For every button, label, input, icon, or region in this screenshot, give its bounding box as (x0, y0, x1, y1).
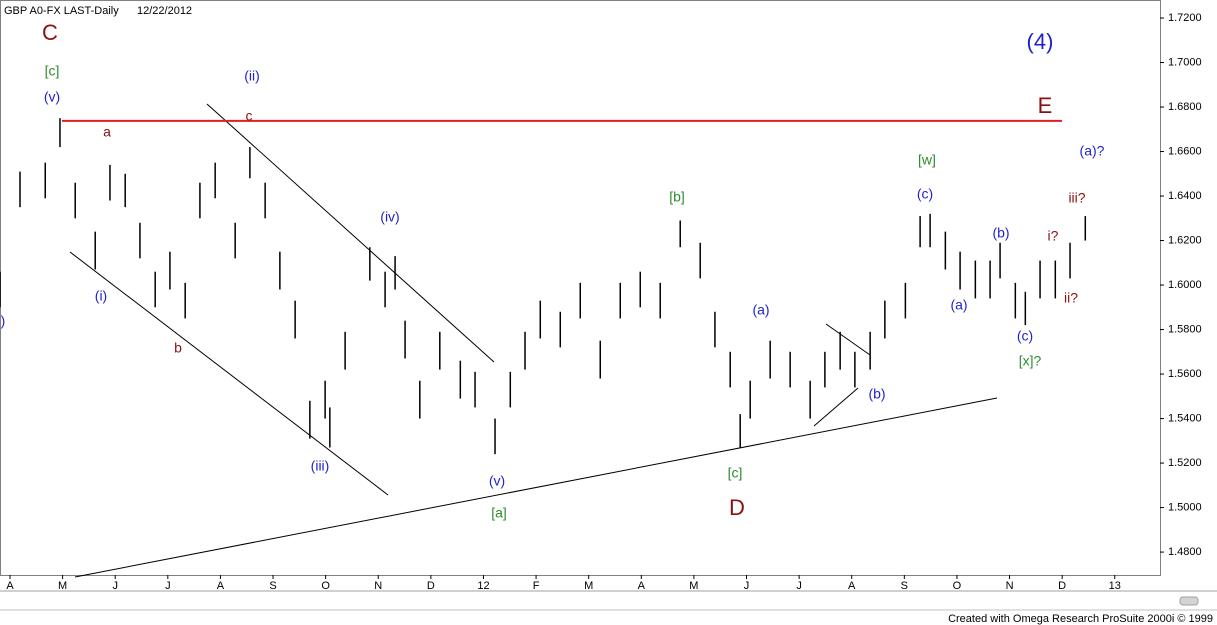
y-tick-label: 1.7000 (1168, 56, 1202, 68)
wave-label: (a)? (1080, 143, 1105, 159)
x-tick-label: J (165, 580, 171, 592)
x-tick-label: A (848, 580, 856, 592)
y-tick-label: 1.6000 (1168, 279, 1202, 291)
wave-label: (v) (489, 473, 505, 489)
x-tick-label: M (58, 580, 67, 592)
x-tick-label: A (6, 580, 14, 592)
x-tick-label: 13 (1109, 580, 1121, 592)
wave-label: (ii) (244, 68, 260, 84)
x-tick-label: N (374, 580, 382, 592)
chart-title: GBP A0-FX LAST-Daily (4, 5, 119, 17)
x-tick-label: F (533, 580, 540, 592)
trend-line (69, 251, 389, 496)
wave-label: (b) (868, 386, 885, 402)
x-tick-label: M (584, 580, 593, 592)
wave-label: C (42, 20, 58, 45)
x-tick-label: M (689, 580, 698, 592)
wave-label: (4) (1027, 29, 1054, 54)
scrollbar-thumb[interactable] (1179, 596, 1199, 606)
chart-date: 12/22/2012 (137, 5, 192, 17)
y-tick-label: 1.4800 (1168, 546, 1202, 558)
x-tick-label: 12 (477, 580, 489, 592)
wave-label: [x]? (1019, 353, 1042, 369)
wave-label: (iv) (380, 209, 399, 225)
y-tick-label: 1.5400 (1168, 412, 1202, 424)
wave-label: ) (1, 313, 6, 329)
x-tick-label: S (901, 580, 908, 592)
wave-label: i? (1048, 228, 1059, 244)
wave-label: iii? (1068, 190, 1085, 206)
wave-label: c (246, 108, 253, 124)
wave-label: (a) (950, 297, 967, 313)
wave-label: (v) (44, 89, 60, 105)
y-tick-label: 1.6200 (1168, 234, 1202, 246)
y-tick-label: 1.5800 (1168, 323, 1202, 335)
footer: Created with Omega Research ProSuite 200… (948, 613, 1213, 625)
x-tick-label: A (217, 580, 225, 592)
wave-label: [a] (491, 505, 507, 521)
x-tick-label: J (112, 580, 118, 592)
wave-label: E (1038, 93, 1053, 118)
wave-label: (a) (752, 302, 769, 318)
x-tick-label: A (638, 580, 646, 592)
trend-line (825, 323, 871, 356)
y-tick-label: 1.5000 (1168, 501, 1202, 513)
wave-label: (c) (917, 186, 933, 202)
x-tick-label: J (796, 580, 802, 592)
x-tick-label: O (321, 580, 330, 592)
wave-label: (i) (95, 288, 107, 304)
x-tick-label: D (427, 580, 435, 592)
y-tick-label: 1.5200 (1168, 457, 1202, 469)
wave-label: [w] (918, 152, 936, 168)
wave-label: (b) (992, 225, 1009, 241)
wave-label: D (729, 495, 745, 520)
trend-line (813, 387, 859, 427)
wave-label: (iii) (311, 458, 330, 474)
y-tick-label: 1.6800 (1168, 101, 1202, 113)
x-tick-label: N (1006, 580, 1014, 592)
wave-label: b (174, 340, 182, 356)
x-tick-label: S (269, 580, 276, 592)
x-tick-label: O (953, 580, 962, 592)
wave-label: [c] (45, 63, 60, 79)
trend-line (74, 397, 998, 578)
y-tick-label: 1.6400 (1168, 190, 1202, 202)
y-tick-label: 1.5600 (1168, 368, 1202, 380)
x-tick-label: J (744, 580, 750, 592)
x-tick-label: D (1058, 580, 1066, 592)
wave-label: (c) (1017, 328, 1033, 344)
wave-label: a (103, 124, 111, 140)
wave-label: [b] (669, 189, 685, 205)
y-tick-label: 1.6600 (1168, 145, 1202, 157)
wave-label: [c] (728, 465, 743, 481)
trend-line (206, 103, 495, 363)
y-tick-label: 1.7200 (1168, 12, 1202, 24)
wave-label: ii? (1064, 290, 1078, 306)
